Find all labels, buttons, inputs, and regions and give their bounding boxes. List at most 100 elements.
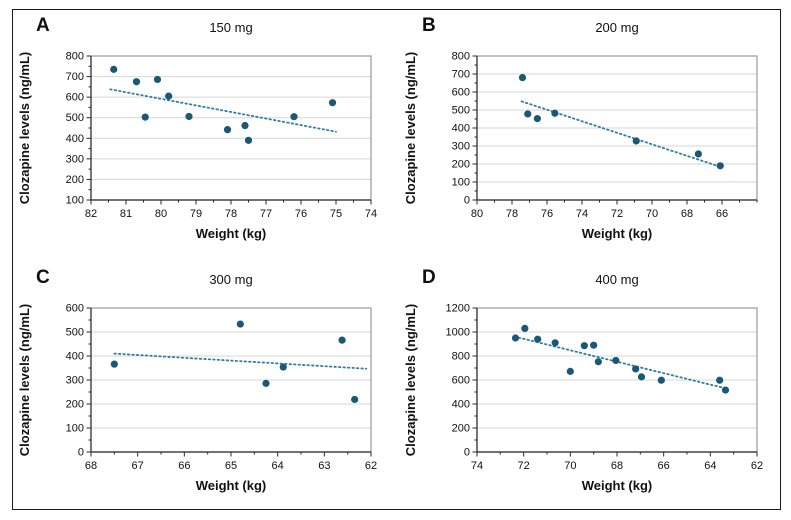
data-point bbox=[279, 363, 287, 371]
y-tick-label: 600 bbox=[66, 303, 84, 315]
data-point bbox=[132, 78, 141, 86]
x-tick-label: 66 bbox=[178, 460, 190, 472]
data-point bbox=[262, 379, 270, 387]
x-tick-label: 80 bbox=[471, 208, 483, 220]
y-tick-label: 300 bbox=[66, 375, 84, 387]
y-tick-label: 0 bbox=[464, 447, 470, 459]
data-point bbox=[612, 356, 620, 365]
trend-line bbox=[520, 100, 723, 168]
data-point bbox=[534, 335, 542, 343]
x-tick-label: 78 bbox=[506, 208, 518, 220]
y-axis-title: Clozapine levels (ng/mL) bbox=[403, 52, 418, 204]
y-tick-label: 0 bbox=[464, 195, 470, 207]
x-tick-label: 75 bbox=[330, 208, 342, 220]
data-point bbox=[141, 113, 149, 121]
data-point bbox=[236, 320, 244, 328]
x-tick-label: 80 bbox=[155, 208, 167, 220]
data-point bbox=[223, 126, 232, 134]
data-point bbox=[716, 376, 724, 384]
panel-D: D 400 mg 0 200 400 600 800 1000 1200 74 72 70 68 66… bbox=[400, 264, 785, 509]
x-tick-label: 66 bbox=[716, 208, 728, 220]
y-tick-label: 100 bbox=[66, 195, 84, 207]
x-axis-title: Weight (kg) bbox=[582, 478, 653, 493]
x-tick-label: 63 bbox=[318, 460, 330, 472]
y-tick-label: 300 bbox=[452, 141, 470, 153]
y-axis-title: Clozapine levels (ng/mL) bbox=[403, 304, 418, 456]
data-point bbox=[657, 376, 665, 384]
y-tick-label: 400 bbox=[452, 123, 470, 135]
x-tick-label: 74 bbox=[576, 208, 588, 220]
data-point bbox=[165, 92, 173, 100]
data-point bbox=[580, 342, 588, 350]
y-tick-label: 800 bbox=[452, 351, 470, 363]
y-tick-label: 0 bbox=[78, 447, 84, 459]
panel-letter: D bbox=[422, 267, 437, 288]
data-point bbox=[185, 112, 193, 121]
scatter-chart-150mg: 100 200 300 400 500 600 700 800 82 81 80 79 78 77 76 75… bbox=[17, 51, 377, 242]
data-point bbox=[590, 341, 598, 349]
data-point bbox=[521, 324, 529, 332]
y-tick-label: 100 bbox=[452, 177, 470, 189]
panel-letter: A bbox=[36, 15, 51, 36]
x-tick-label: 76 bbox=[541, 208, 553, 220]
x-tick-label: 79 bbox=[190, 208, 202, 220]
data-point bbox=[594, 358, 602, 366]
panel-title: 150 mg bbox=[209, 20, 253, 35]
x-tick-label: 72 bbox=[518, 460, 530, 472]
data-point bbox=[153, 75, 162, 84]
data-point bbox=[351, 395, 359, 404]
x-axis-title: Weight (kg) bbox=[196, 226, 267, 241]
x-tick-label: 78 bbox=[225, 208, 237, 220]
data-point bbox=[632, 365, 640, 373]
data-point bbox=[241, 121, 249, 130]
scatter-chart-200mg: 0 100 200 300 400 500 600 700 800 80 78 76 74 72 70 68 6… bbox=[403, 51, 758, 241]
data-point bbox=[290, 113, 298, 121]
y-tick-label: 600 bbox=[452, 87, 470, 99]
x-tick-label: 70 bbox=[646, 208, 658, 220]
data-point bbox=[716, 162, 724, 170]
x-tick-label: 81 bbox=[120, 208, 132, 220]
data-point bbox=[110, 65, 118, 73]
data-point bbox=[524, 110, 532, 118]
y-tick-label: 600 bbox=[66, 92, 84, 104]
data-point bbox=[338, 336, 346, 344]
x-axis-title: Weight (kg) bbox=[582, 226, 653, 241]
y-tick-label: 1200 bbox=[446, 303, 470, 315]
x-tick-label: 65 bbox=[225, 460, 237, 472]
y-tick-label: 600 bbox=[452, 375, 470, 387]
y-tick-label: 400 bbox=[66, 133, 84, 145]
x-tick-label: 64 bbox=[272, 460, 284, 472]
plot-area: 0 100 200 300 400 500 600 68 67 66 65 64 63 62 bbox=[66, 303, 377, 473]
x-tick-label: 62 bbox=[365, 460, 377, 472]
data-point bbox=[328, 99, 337, 107]
plot-area: 100 200 300 400 500 600 700 800 82 81 80 79 78 77 76 75… bbox=[66, 51, 377, 221]
data-point bbox=[721, 386, 730, 394]
x-tick-label: 77 bbox=[260, 208, 272, 220]
y-axis-title: Clozapine levels (ng/mL) bbox=[17, 52, 32, 204]
x-tick-label: 74 bbox=[471, 460, 483, 472]
data-point bbox=[551, 109, 559, 117]
x-axis-title: Weight (kg) bbox=[196, 478, 267, 493]
panel-B: B 200 mg 0 100 200 300 400 500 600 700 800 80 78 76… bbox=[400, 12, 785, 257]
x-tick-label: 67 bbox=[132, 460, 144, 472]
x-tick-label: 70 bbox=[564, 460, 576, 472]
y-tick-label: 700 bbox=[452, 69, 470, 81]
panel-letter: C bbox=[36, 267, 51, 288]
panel-title: 300 mg bbox=[209, 272, 253, 287]
y-tick-label: 200 bbox=[452, 423, 470, 435]
y-tick-label: 700 bbox=[66, 71, 84, 83]
y-tick-label: 500 bbox=[66, 327, 84, 339]
data-point bbox=[244, 136, 253, 144]
x-tick-label: 72 bbox=[611, 208, 623, 220]
data-point bbox=[551, 339, 559, 347]
x-tick-label: 82 bbox=[85, 208, 97, 220]
y-tick-label: 200 bbox=[66, 399, 84, 411]
panel-C: C 300 mg 0 100 200 300 400 500 600 68 67 66 65 64 63… bbox=[14, 264, 399, 509]
panel-A: A 150 mg 100 200 300 400 500 600 700 800 82 81 80 7… bbox=[14, 12, 399, 257]
data-point bbox=[110, 360, 118, 368]
x-tick-label: 64 bbox=[704, 460, 716, 472]
y-tick-label: 100 bbox=[66, 423, 84, 435]
trend-line bbox=[113, 352, 368, 370]
x-tick-label: 62 bbox=[751, 460, 763, 472]
